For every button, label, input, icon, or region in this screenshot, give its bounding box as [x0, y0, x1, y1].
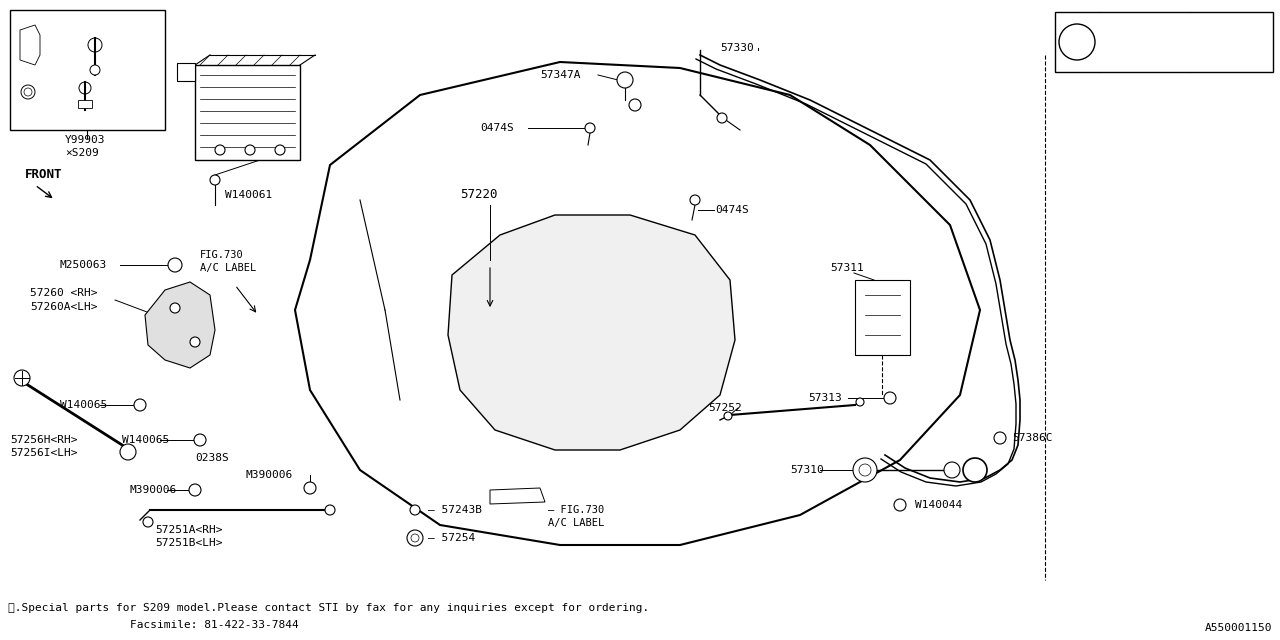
Polygon shape: [490, 488, 545, 504]
Text: <1608- >: <1608- >: [1193, 52, 1247, 62]
Circle shape: [724, 412, 732, 420]
Circle shape: [189, 484, 201, 496]
Text: 57260 <RH>: 57260 <RH>: [29, 288, 97, 298]
Circle shape: [20, 85, 35, 99]
Circle shape: [210, 175, 220, 185]
Text: M000457: M000457: [1103, 52, 1151, 62]
Circle shape: [170, 303, 180, 313]
Circle shape: [168, 258, 182, 272]
Text: 57220: 57220: [460, 189, 498, 202]
Circle shape: [24, 88, 32, 96]
Text: 57251A<RH>: 57251A<RH>: [155, 525, 223, 535]
Circle shape: [411, 534, 419, 542]
Circle shape: [407, 530, 422, 546]
Text: < -1608>: < -1608>: [1193, 22, 1247, 32]
Text: 57347A: 57347A: [540, 70, 581, 80]
Text: W140065: W140065: [122, 435, 169, 445]
Circle shape: [195, 434, 206, 446]
Polygon shape: [294, 62, 980, 545]
Circle shape: [628, 99, 641, 111]
Circle shape: [79, 82, 91, 94]
Text: ×S209: ×S209: [65, 148, 99, 158]
Circle shape: [325, 505, 335, 515]
Circle shape: [244, 145, 255, 155]
Text: 0474S: 0474S: [716, 205, 749, 215]
Text: 57311: 57311: [829, 263, 864, 273]
Circle shape: [189, 337, 200, 347]
Text: Facsimile: 81-422-33-7844: Facsimile: 81-422-33-7844: [131, 620, 298, 630]
Circle shape: [690, 195, 700, 205]
Polygon shape: [20, 25, 40, 65]
Polygon shape: [195, 65, 300, 160]
Text: 57313: 57313: [808, 393, 842, 403]
Circle shape: [856, 398, 864, 406]
Text: W140061: W140061: [225, 190, 273, 200]
Circle shape: [717, 113, 727, 123]
Text: M250063: M250063: [60, 260, 108, 270]
Bar: [177, 63, 195, 81]
Text: 57386C: 57386C: [1012, 433, 1052, 443]
Text: — 57243B: — 57243B: [428, 505, 483, 515]
Circle shape: [585, 123, 595, 133]
Text: 57251B<LH>: 57251B<LH>: [155, 538, 223, 548]
Circle shape: [14, 370, 29, 386]
Circle shape: [275, 145, 285, 155]
Circle shape: [884, 392, 896, 404]
Text: W140044: W140044: [915, 500, 963, 510]
Text: 57330: 57330: [719, 43, 754, 53]
Polygon shape: [448, 215, 735, 450]
Circle shape: [852, 458, 877, 482]
Text: 57256I<LH>: 57256I<LH>: [10, 448, 78, 458]
Text: M390006: M390006: [244, 470, 292, 480]
Circle shape: [88, 38, 102, 52]
Circle shape: [963, 458, 987, 482]
Text: 0238S: 0238S: [195, 453, 229, 463]
Text: W140065: W140065: [60, 400, 108, 410]
Text: M390006: M390006: [131, 485, 177, 495]
Circle shape: [945, 462, 960, 478]
Circle shape: [893, 499, 906, 511]
Bar: [10, 10, 165, 130]
Text: ×2: ×2: [100, 87, 114, 97]
Circle shape: [617, 72, 634, 88]
Text: A550001150: A550001150: [1204, 623, 1272, 633]
Polygon shape: [78, 100, 92, 108]
Polygon shape: [145, 282, 215, 368]
Text: 57260A<LH>: 57260A<LH>: [29, 302, 97, 312]
Text: — FIG.730: — FIG.730: [548, 505, 604, 515]
Text: A: A: [183, 67, 189, 77]
Bar: [1055, 12, 1274, 72]
Text: — 57254: — 57254: [428, 533, 475, 543]
Text: 57252: 57252: [708, 403, 741, 413]
Circle shape: [859, 464, 870, 476]
Circle shape: [134, 399, 146, 411]
Text: A/C LABEL: A/C LABEL: [200, 263, 256, 273]
Text: Y99903: Y99903: [65, 135, 105, 145]
Text: 57256H<RH>: 57256H<RH>: [10, 435, 78, 445]
Circle shape: [995, 432, 1006, 444]
Circle shape: [410, 505, 420, 515]
Text: 0474S: 0474S: [480, 123, 513, 133]
Text: 57310: 57310: [790, 465, 824, 475]
Text: ×3: ×3: [44, 87, 56, 97]
Circle shape: [120, 444, 136, 460]
Text: A/C LABEL: A/C LABEL: [548, 518, 604, 528]
Circle shape: [143, 517, 154, 527]
Text: 1: 1: [1073, 35, 1080, 49]
Text: M000331: M000331: [1103, 22, 1151, 32]
Text: ※.Special parts for S209 model.Please contact STI by fax for any inquiries excep: ※.Special parts for S209 model.Please co…: [8, 603, 649, 613]
Text: 1: 1: [972, 465, 978, 475]
Circle shape: [215, 145, 225, 155]
Text: FRONT: FRONT: [26, 168, 63, 182]
Circle shape: [305, 482, 316, 494]
Circle shape: [90, 65, 100, 75]
Text: ×1: ×1: [110, 45, 123, 55]
Text: FIG.730: FIG.730: [200, 250, 243, 260]
Bar: [855, 280, 910, 355]
Text: ×1: ×1: [55, 45, 69, 55]
Circle shape: [1059, 24, 1094, 60]
